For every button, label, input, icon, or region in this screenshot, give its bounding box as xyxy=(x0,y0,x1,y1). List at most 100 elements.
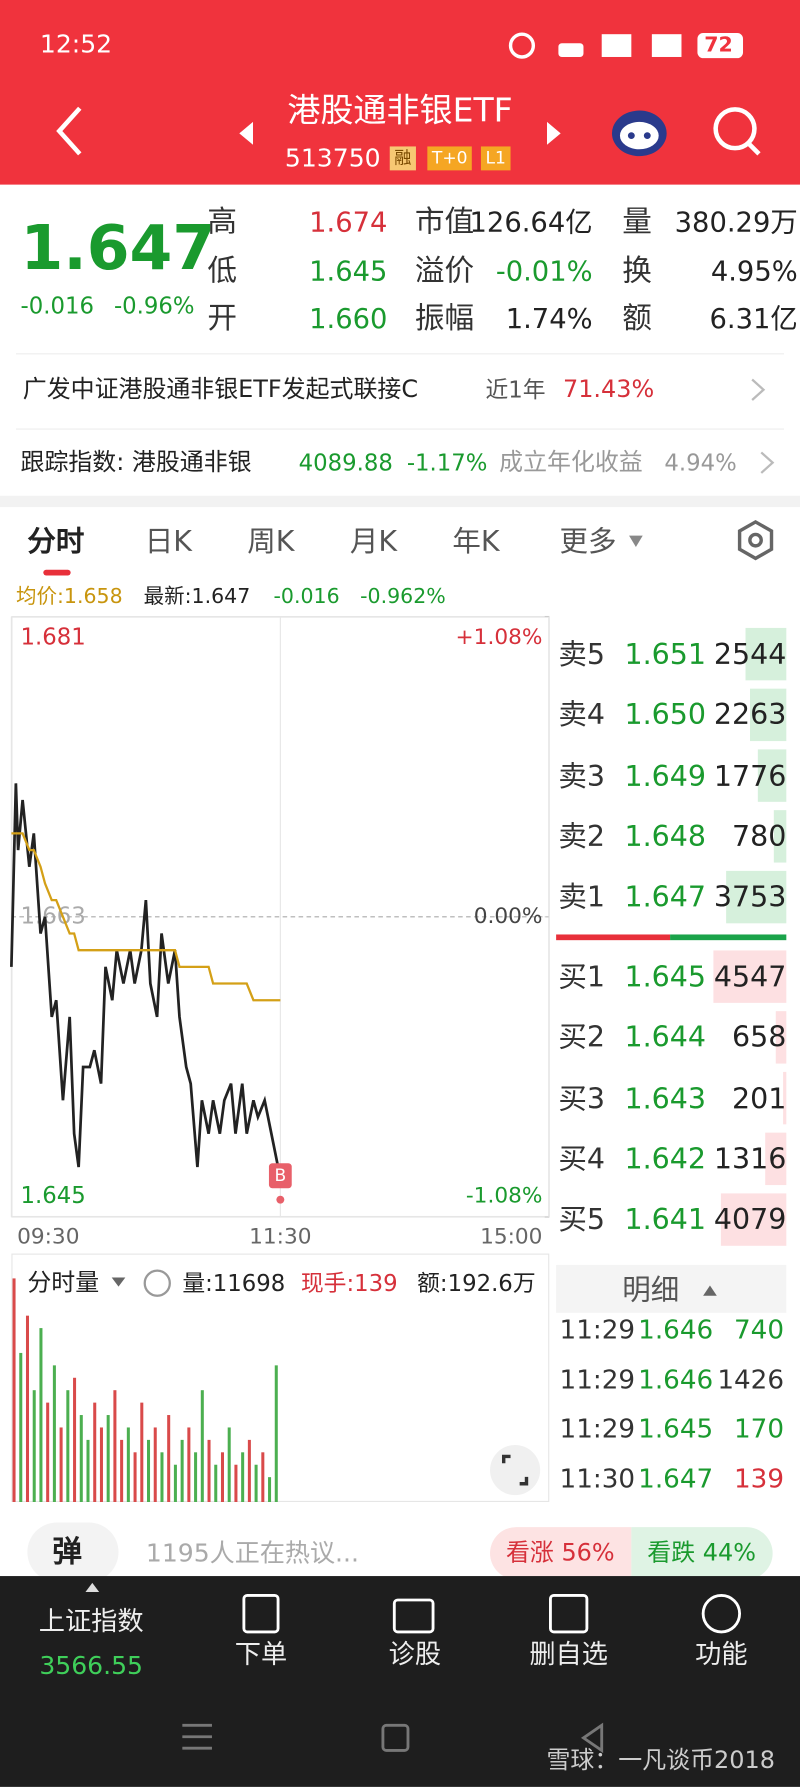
y-tick-label: 1.663 xyxy=(21,903,86,929)
y-tick-label: 1.681 xyxy=(21,625,86,651)
discussion-text[interactable]: 1195人正在热议... xyxy=(145,1539,359,1569)
depth-bar xyxy=(713,950,787,1003)
book-volume: 3753 xyxy=(713,880,787,914)
y2-tick-label: -1.08% xyxy=(466,1184,543,1209)
y-tick-label: 1.645 xyxy=(21,1183,86,1209)
trade-time: 11:29 xyxy=(559,1315,636,1346)
system-nav xyxy=(182,1722,604,1754)
stock-name: 港股通非银ETF xyxy=(287,90,513,130)
x-tick-label: 09:30 xyxy=(17,1225,79,1250)
bearish-button[interactable] xyxy=(631,1527,773,1580)
volume-bar xyxy=(93,1402,97,1502)
stat-label: 换 xyxy=(622,254,652,289)
bearish-label[interactable]: 看跌 44% xyxy=(647,1539,756,1567)
latest-info: 最新:1.647 xyxy=(143,584,251,609)
settings-icon[interactable] xyxy=(737,519,774,561)
tab[interactable]: 周K xyxy=(247,524,295,558)
trade-time: 11:30 xyxy=(559,1464,636,1495)
next-arrow[interactable] xyxy=(547,121,561,145)
volume-bar xyxy=(274,1365,278,1502)
book-divider-red xyxy=(556,934,671,941)
change-pct: -0.96% xyxy=(113,291,195,320)
track-value: 4089.88 xyxy=(298,449,393,477)
volume-bar xyxy=(220,1452,224,1502)
volume-bar xyxy=(86,1439,90,1502)
chevron[interactable] xyxy=(760,451,775,474)
book-label: 买2 xyxy=(558,1020,606,1054)
trades-title[interactable]: 明细 xyxy=(622,1273,680,1307)
chevron[interactable] xyxy=(751,378,766,401)
up-triangle xyxy=(85,1582,100,1593)
sort-triangle[interactable] xyxy=(703,1285,717,1296)
book-price: 1.641 xyxy=(624,1203,707,1237)
nav-icons xyxy=(242,1594,742,1634)
back-arrow[interactable] xyxy=(56,106,82,156)
danmu-button[interactable] xyxy=(27,1522,119,1582)
trade-price: 1.646 xyxy=(638,1315,714,1346)
tab[interactable]: 分时 xyxy=(27,524,85,558)
trade-volume: 1426 xyxy=(717,1365,785,1395)
change: -0.016 xyxy=(20,291,94,320)
more-triangle[interactable] xyxy=(629,535,643,548)
volume-bar xyxy=(254,1464,258,1502)
book-label: 卖1 xyxy=(558,880,606,914)
tab[interactable]: 更多 xyxy=(559,524,617,558)
volume-frame xyxy=(11,1253,550,1502)
volume-bar xyxy=(214,1464,218,1502)
volume-bar xyxy=(106,1415,110,1502)
volume-bar xyxy=(200,1390,204,1502)
stat-value: 126.64亿 xyxy=(469,206,593,239)
volume-bar xyxy=(153,1427,157,1502)
book-price: 1.651 xyxy=(624,637,707,671)
tab[interactable]: 日K xyxy=(144,524,192,558)
volume-bar xyxy=(133,1452,137,1502)
book-label: 买5 xyxy=(558,1203,606,1237)
wifi-signal-icons xyxy=(508,32,744,59)
book-volume: 201 xyxy=(731,1081,787,1115)
section-gap xyxy=(0,495,800,508)
stat-label: 低 xyxy=(207,254,238,289)
index-value[interactable]: 3566.55 xyxy=(39,1652,144,1681)
bullish-button[interactable] xyxy=(490,1527,632,1580)
help-icon[interactable] xyxy=(143,1269,171,1297)
volume-bar xyxy=(247,1439,251,1502)
nav-item[interactable]: 删自选 xyxy=(529,1640,608,1671)
volume-bar xyxy=(147,1439,151,1502)
stat-label: 开 xyxy=(207,301,238,337)
volume-bar xyxy=(160,1452,164,1502)
expand-button[interactable] xyxy=(490,1445,541,1496)
track-label[interactable]: 跟踪指数: 港股通非银 xyxy=(20,448,252,476)
index-name[interactable]: 上证指数 xyxy=(38,1607,144,1638)
nav-item[interactable]: 诊股 xyxy=(388,1640,442,1671)
trade-price: 1.646 xyxy=(638,1365,714,1395)
expand-icon[interactable] xyxy=(501,1454,529,1486)
robot-icon[interactable] xyxy=(611,110,667,157)
stat-value: 1.660 xyxy=(309,303,388,336)
dropdown-triangle[interactable] xyxy=(111,1277,126,1287)
search-icon[interactable] xyxy=(713,107,761,156)
volume-bar xyxy=(66,1390,70,1502)
last-dot xyxy=(276,1195,285,1204)
stat-value: 1.674 xyxy=(309,206,388,239)
danmu-label[interactable]: 弹 xyxy=(52,1535,83,1570)
book-label: 卖2 xyxy=(558,819,606,853)
prev-arrow[interactable] xyxy=(239,121,253,145)
tab[interactable]: 年K xyxy=(452,524,500,558)
nav-item[interactable]: 下单 xyxy=(234,1640,288,1671)
tab[interactable]: 月K xyxy=(349,524,398,558)
book-price: 1.649 xyxy=(624,759,707,793)
volume-label[interactable]: 分时量 xyxy=(27,1268,100,1297)
volume-amount: 额:192.6万 xyxy=(417,1269,536,1297)
stat-label: 量 xyxy=(622,205,652,240)
depth-bar xyxy=(773,810,787,863)
nav-item[interactable]: 功能 xyxy=(695,1640,748,1671)
book-label: 卖5 xyxy=(558,637,606,671)
book-volume: 2263 xyxy=(713,698,787,732)
track-change: -1.17% xyxy=(406,449,488,477)
fund-name[interactable]: 广发中证港股通非银ETF发起式联接C xyxy=(22,375,419,403)
book-price: 1.644 xyxy=(624,1020,707,1054)
volume-bar xyxy=(113,1390,117,1502)
bullish-label[interactable]: 看涨 56% xyxy=(505,1539,615,1567)
